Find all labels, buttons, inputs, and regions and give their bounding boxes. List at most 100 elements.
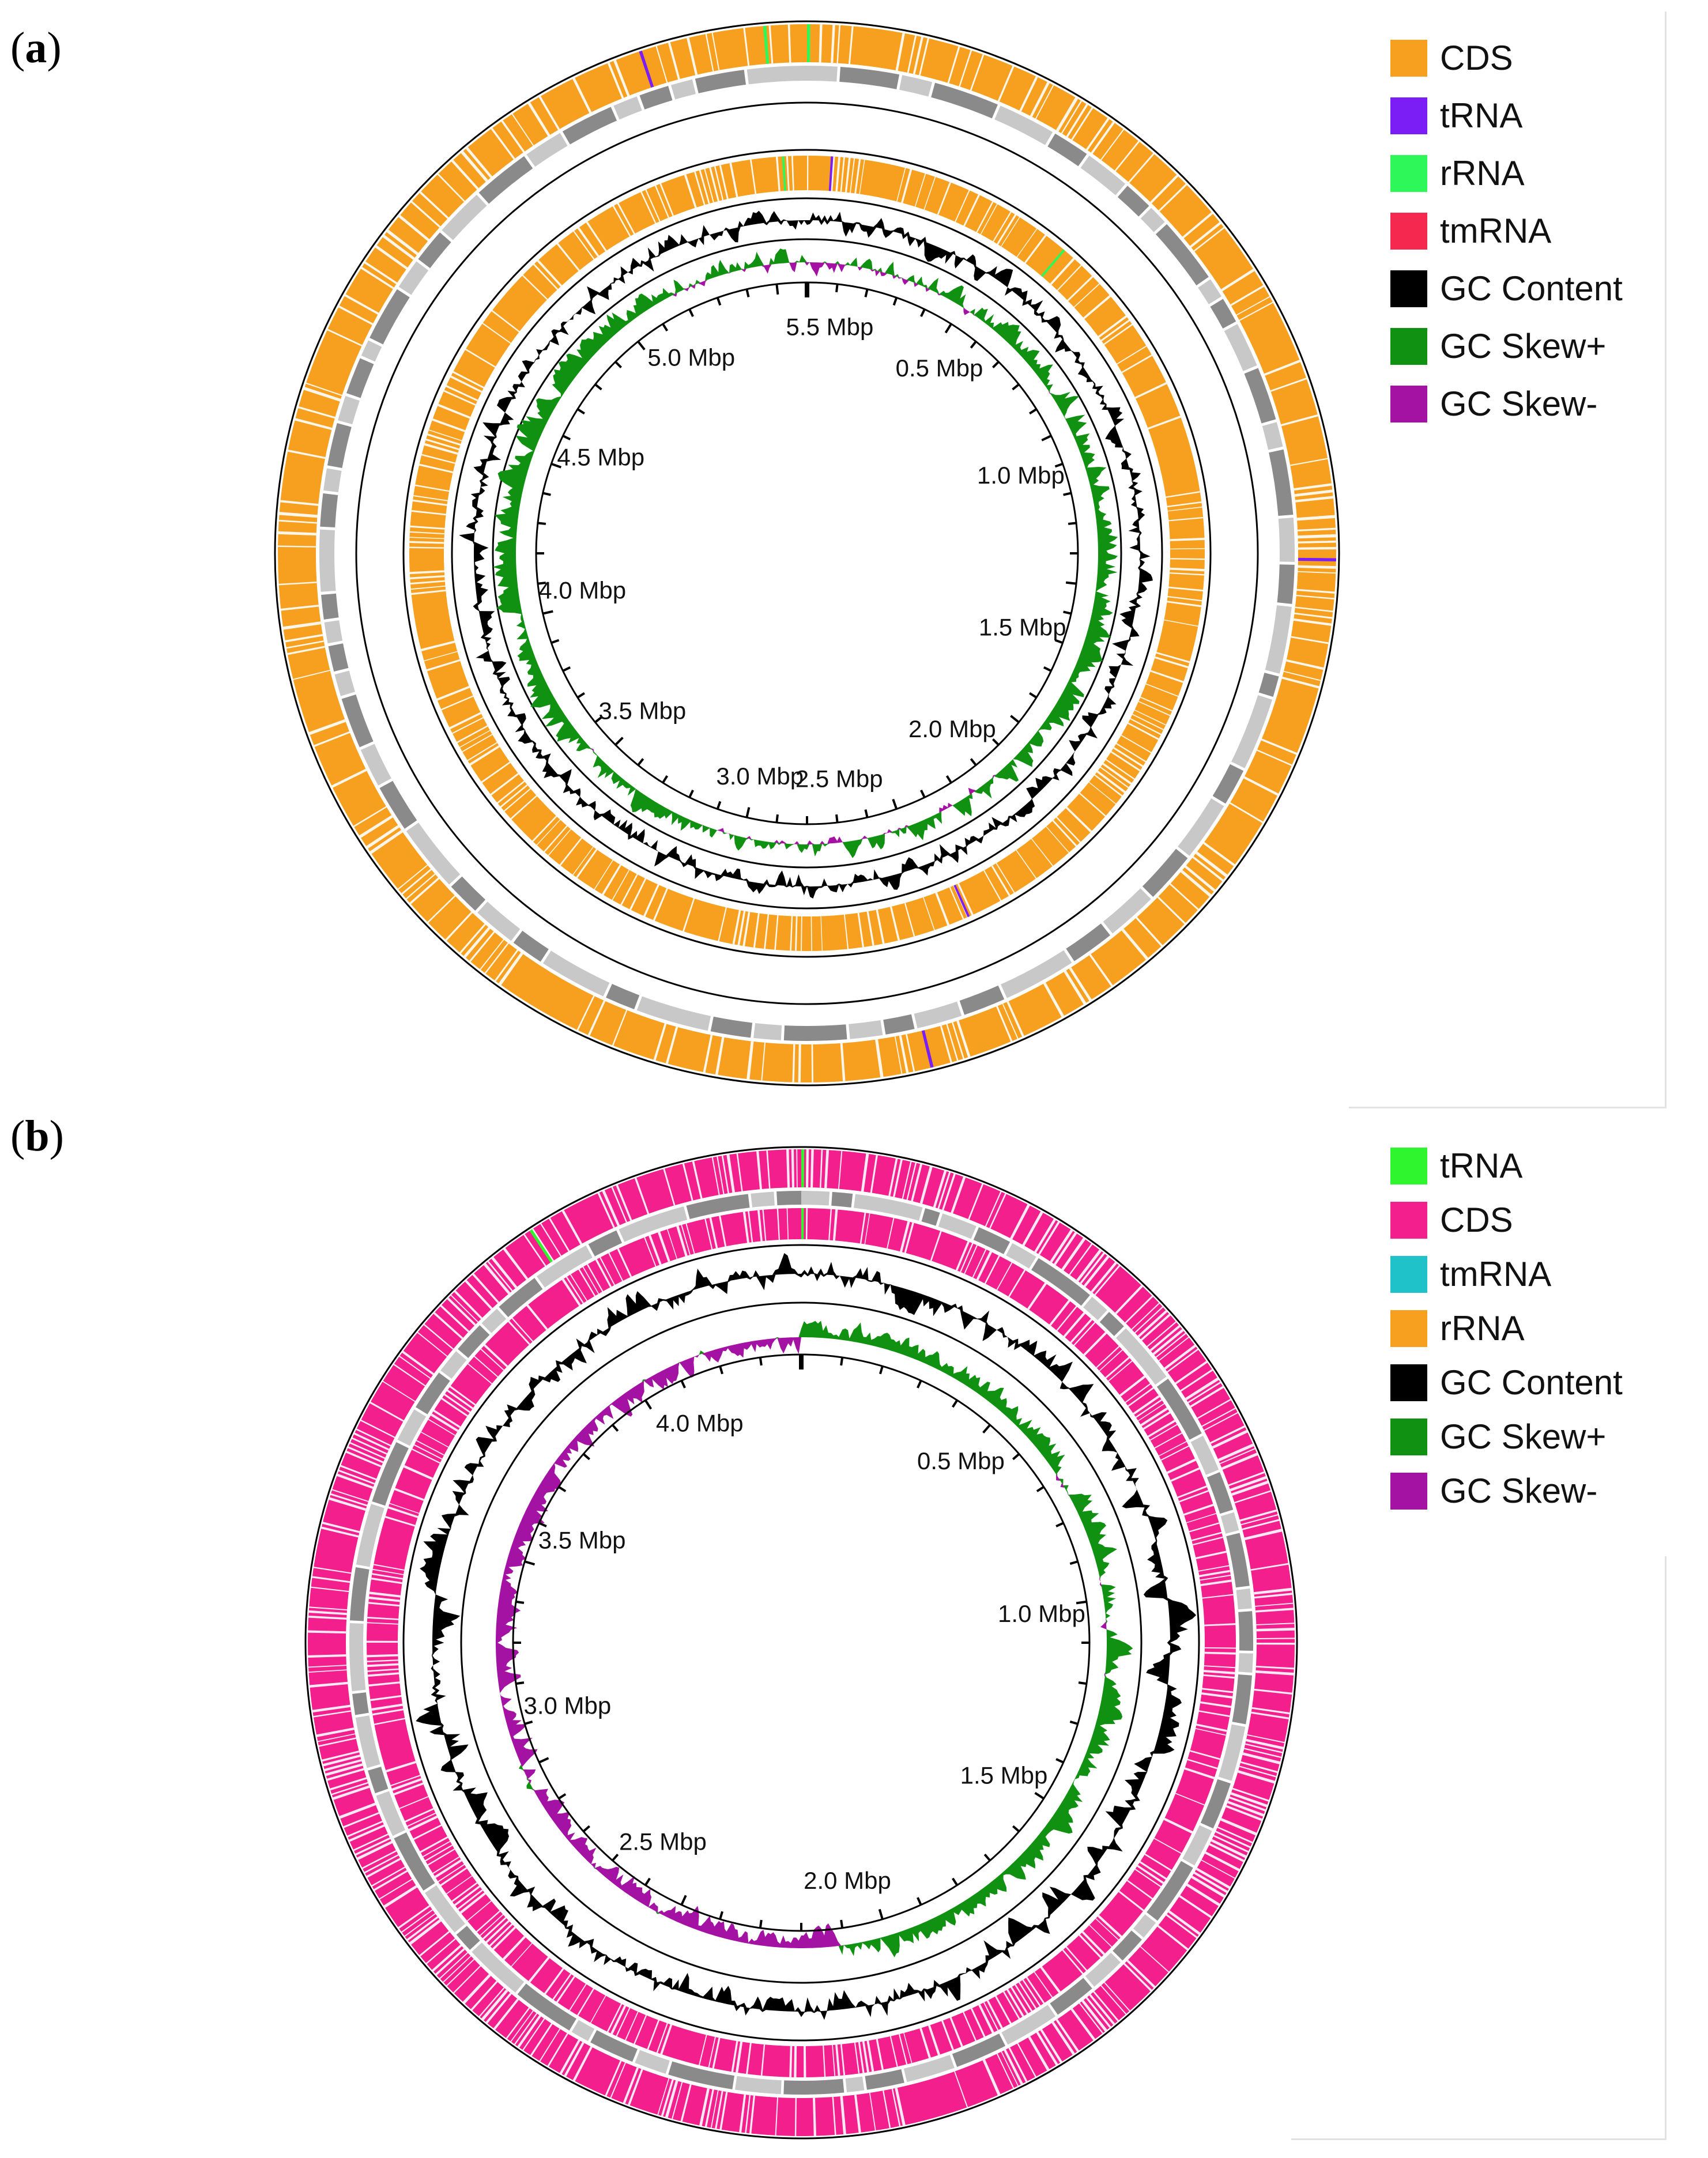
feature-gap xyxy=(663,1168,676,1206)
feature-gap xyxy=(481,761,511,783)
feature-gap xyxy=(547,2033,568,2067)
feature-gap xyxy=(1175,1793,1205,1806)
feature-gap xyxy=(459,730,491,748)
feature-gap xyxy=(353,1432,390,1451)
track-divider xyxy=(451,197,1163,910)
feature-gap xyxy=(1170,883,1199,911)
feature-gap xyxy=(996,1006,1013,1042)
scale-tick xyxy=(582,1453,591,1461)
feature-gap xyxy=(963,2012,977,2041)
feature-gap xyxy=(1149,1424,1178,1441)
feature-gap xyxy=(976,1251,993,1281)
feature-gap xyxy=(431,1413,459,1432)
contig-segment xyxy=(1232,1674,1252,1725)
feature-gap xyxy=(454,1290,482,1319)
feature-gap xyxy=(1069,1243,1093,1276)
scale-tick xyxy=(716,801,722,810)
legend-label: CDS xyxy=(1440,1201,1513,1239)
feature-gap xyxy=(610,2062,626,2099)
feature-gap xyxy=(768,25,774,64)
feature-gap xyxy=(869,2092,876,2131)
feature-gap xyxy=(699,2035,707,2066)
feature-gap xyxy=(685,1223,695,1254)
feature-gap xyxy=(474,1356,499,1378)
contig-segment xyxy=(921,1208,940,1226)
feature-gap xyxy=(952,1022,965,1059)
feature-gap xyxy=(322,1750,360,1762)
feature-gap xyxy=(792,1044,795,1082)
feature-gap xyxy=(1254,1688,1292,1695)
feature-gap xyxy=(1239,1509,1277,1522)
feature-gap xyxy=(306,382,342,396)
feature-gap xyxy=(1167,501,1202,508)
feature-gap xyxy=(556,1976,575,2003)
feature-gap xyxy=(715,1037,725,1075)
feature-gap xyxy=(410,585,446,590)
feature-gap xyxy=(811,1044,814,1082)
legend-swatch xyxy=(1390,1418,1427,1455)
feature-gap xyxy=(661,2079,674,2116)
contig-segment xyxy=(537,1245,593,1288)
contig-segment xyxy=(1156,1379,1202,1440)
feature-gap xyxy=(854,2095,861,2133)
legend-swatch xyxy=(1390,97,1427,134)
feature-gap xyxy=(1056,1306,1077,1331)
feature-gap xyxy=(983,2002,999,2031)
feature-gap xyxy=(419,191,449,219)
feature-gap xyxy=(660,2024,673,2055)
feature-gap xyxy=(1063,1312,1085,1338)
feature-gap xyxy=(648,1235,662,1265)
feature-gap xyxy=(1168,516,1204,522)
feature-gap xyxy=(600,1257,616,1285)
feature-gap xyxy=(349,1442,386,1459)
feature-gap xyxy=(1210,1425,1246,1444)
contig-segment xyxy=(327,422,352,469)
scale-label: 2.0 Mbp xyxy=(908,715,996,742)
feature-gap xyxy=(832,1209,838,1241)
scale-tick xyxy=(759,1919,763,1929)
feature-gap xyxy=(708,2036,716,2068)
legend-swatch xyxy=(1390,39,1427,77)
feature-gap xyxy=(433,1409,461,1428)
feature-gap xyxy=(364,261,398,285)
feature-gap xyxy=(506,2007,530,2039)
feature-gap xyxy=(665,1027,678,1064)
scale-tick xyxy=(576,408,585,415)
feature-gap xyxy=(587,1000,606,1036)
feature-gap xyxy=(1008,2047,1028,2082)
feature-gap xyxy=(386,1761,416,1772)
feature-gap xyxy=(1201,1859,1235,1879)
feature-gap xyxy=(576,848,598,878)
feature-gap xyxy=(665,2080,678,2118)
feature-gap xyxy=(1079,793,1106,817)
feature-gap xyxy=(410,580,445,585)
feature-gap xyxy=(1150,175,1179,204)
feature-gap xyxy=(312,1576,350,1583)
feature-gap xyxy=(427,895,456,923)
feature-gap xyxy=(955,1241,970,1271)
rrna-marker xyxy=(1040,249,1065,277)
feature-gap xyxy=(711,1157,720,1195)
feature-gap xyxy=(1255,1666,1294,1670)
feature-gap xyxy=(314,731,350,747)
scale-tick xyxy=(524,1721,533,1725)
contig-segment xyxy=(1140,207,1165,232)
feature-gap xyxy=(976,201,994,233)
feature-gap xyxy=(721,1155,729,1194)
feature-gap xyxy=(1100,767,1129,788)
feature-gap xyxy=(1038,1221,1060,1255)
scale-tick xyxy=(1043,666,1052,672)
contig-segment xyxy=(746,66,807,85)
feature-gap xyxy=(1080,1252,1105,1284)
feature-gap xyxy=(692,1161,703,1199)
feature-gap xyxy=(1183,1503,1214,1516)
feature-gap xyxy=(889,2036,898,2067)
feature-gap xyxy=(1187,1382,1221,1404)
scale-tick xyxy=(745,289,750,297)
legend-item: CDS xyxy=(1390,38,1513,78)
feature-gap xyxy=(806,1149,809,1188)
feature-gap xyxy=(803,2046,806,2077)
contig-segment xyxy=(1269,449,1294,516)
feature-gap xyxy=(951,1176,966,1214)
feature-gap xyxy=(481,1989,508,2021)
